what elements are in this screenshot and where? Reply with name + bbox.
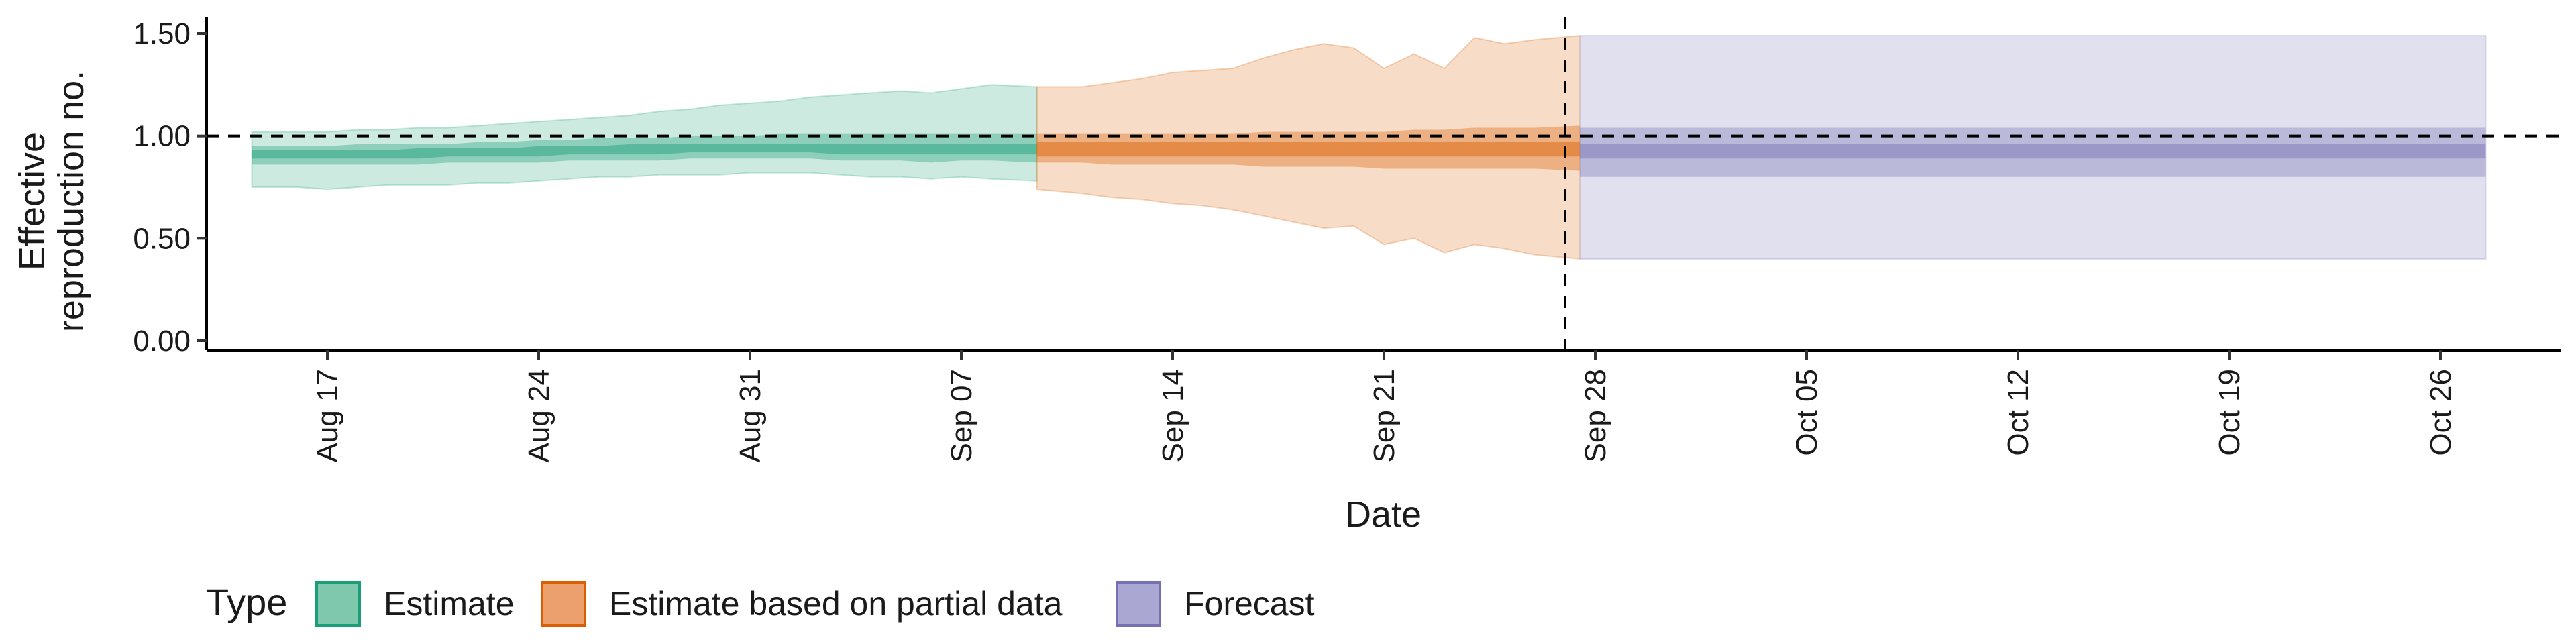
y-tick-label: 1.00 bbox=[133, 120, 191, 153]
series-estimate-core-band bbox=[252, 144, 1037, 159]
x-tick-label: Sep 21 bbox=[1368, 369, 1401, 462]
reference-lines bbox=[207, 17, 2561, 350]
y-tick-label: 1.50 bbox=[133, 17, 191, 50]
y-axis-title-line-2: reproduction no. bbox=[51, 70, 91, 332]
x-tick-label: Oct 12 bbox=[2002, 369, 2035, 456]
x-tick-label: Sep 14 bbox=[1157, 369, 1189, 462]
axes: 0.00 0.50 1.00 1.50 Aug 17 Aug 24 Aug 31 Sep 07… bbox=[133, 17, 2561, 462]
x-tick-label: Sep 07 bbox=[945, 369, 978, 462]
legend-key-estimate bbox=[315, 581, 361, 627]
series-forecast-outer-band bbox=[1579, 35, 2487, 260]
legend: Type Estimate Estimate based on partial d… bbox=[206, 581, 1315, 627]
y-axis-title-line-1: Effective bbox=[12, 132, 52, 270]
legend-key-estimate-based-on-partial-data bbox=[541, 581, 586, 627]
series-estimate-inner-band bbox=[252, 133, 1037, 165]
legend-key-forecast bbox=[1116, 581, 1161, 627]
legend-title: Type bbox=[206, 581, 287, 623]
x-tick-label: Aug 24 bbox=[523, 369, 555, 462]
y-tick-label: 0.00 bbox=[133, 325, 191, 358]
x-tick-label: Oct 19 bbox=[2213, 369, 2246, 456]
x-tick-label: Oct 05 bbox=[1790, 369, 1823, 456]
y-tick-label: 0.50 bbox=[133, 222, 191, 255]
x-tick-label: Aug 17 bbox=[311, 369, 344, 462]
series-estimate-based-on-partial-data-core-band bbox=[1036, 142, 1580, 157]
x-tick-label: Sep 28 bbox=[1579, 369, 1612, 462]
series-estimate-based-on-partial-data-outer-band bbox=[1036, 35, 1581, 260]
x-tick-label: Aug 31 bbox=[734, 369, 767, 462]
series-forecast-core-band bbox=[1580, 144, 2486, 159]
series-forecast-inner-band bbox=[1580, 127, 2486, 177]
legend-label-forecast: Forecast bbox=[1184, 585, 1315, 623]
x-axis-title: Date bbox=[1345, 494, 1421, 535]
legend-label-estimate-based-on-partial-data: Estimate based on partial data bbox=[609, 585, 1063, 623]
x-tick-label: Oct 26 bbox=[2424, 369, 2457, 456]
y-axis-title: Effective reproduction no. bbox=[12, 70, 91, 332]
legend-label-estimate: Estimate bbox=[384, 585, 515, 623]
ribbon-bands bbox=[251, 35, 2487, 260]
